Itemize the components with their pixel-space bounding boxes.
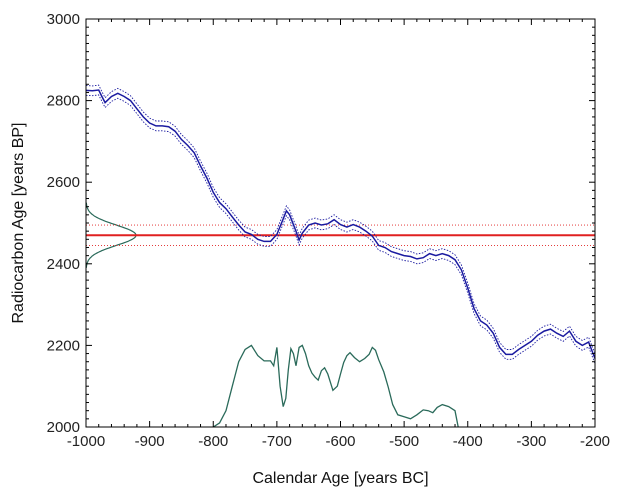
calibration-curve-lower-envelope [85, 94, 596, 364]
calibrated-age-distribution [212, 344, 459, 428]
y-tick-label: 2600 [47, 174, 80, 191]
y-tick-label: 2800 [47, 93, 80, 110]
y-tick-label: 2000 [47, 419, 80, 436]
calibration-curve-upper-envelope [85, 84, 596, 354]
x-tick-label: -300 [516, 433, 546, 450]
x-tick-label: -600 [325, 433, 355, 450]
calibrated-distribution-layer [212, 344, 459, 428]
calibration-curve-layer [85, 84, 596, 364]
measurement-layer [85, 202, 595, 268]
calibration-curve [85, 89, 596, 359]
plot-area-frame [85, 18, 596, 428]
x-tick-label: -400 [453, 433, 483, 450]
y-axis: 2000 2200 2400 2600 2800 3000 [47, 11, 595, 436]
x-axis-label: Calendar Age [years BC] [252, 470, 428, 487]
y-axis-label: Radiocarbon Age [years BP] [10, 122, 27, 323]
x-tick-label: -800 [198, 433, 228, 450]
y-tick-label: 2400 [47, 256, 80, 273]
x-tick-label: -200 [580, 433, 610, 450]
x-tick-label: -700 [262, 433, 292, 450]
x-tick-label: -500 [389, 433, 419, 450]
y-tick-label: 3000 [47, 11, 80, 28]
x-tick-label: -1000 [67, 433, 105, 450]
x-tick-label: -900 [135, 433, 165, 450]
y-tick-label: 2200 [47, 337, 80, 354]
x-axis: -1000 -900 -800 -700 -600 -500 -400 -300 -200 [67, 19, 610, 450]
